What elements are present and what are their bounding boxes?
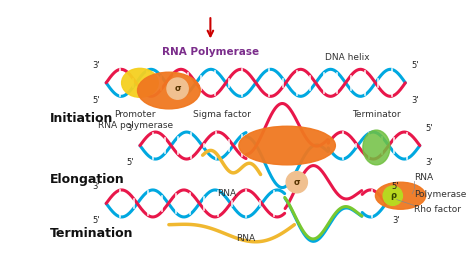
Text: 5': 5' <box>127 159 134 167</box>
Ellipse shape <box>239 126 336 165</box>
Ellipse shape <box>363 130 390 165</box>
Text: σ: σ <box>293 178 300 187</box>
Ellipse shape <box>383 186 402 205</box>
Text: RNA: RNA <box>414 173 433 182</box>
Text: RNA: RNA <box>237 234 255 243</box>
Ellipse shape <box>375 182 426 209</box>
Text: RNA Polymerase: RNA Polymerase <box>162 47 259 57</box>
Text: RNA: RNA <box>217 189 237 198</box>
Text: ρ: ρ <box>390 191 396 200</box>
Ellipse shape <box>122 68 158 97</box>
Text: Elongation: Elongation <box>50 173 125 186</box>
Text: Rho factor: Rho factor <box>414 205 461 214</box>
Text: 3': 3' <box>93 182 100 190</box>
Text: σ: σ <box>174 84 181 93</box>
Text: 5': 5' <box>392 182 399 190</box>
Text: Initiation: Initiation <box>50 112 114 125</box>
Text: Termination: Termination <box>50 227 134 240</box>
Ellipse shape <box>286 172 307 193</box>
Text: 5': 5' <box>411 61 419 70</box>
Text: 3': 3' <box>127 124 134 133</box>
Text: DNA helix: DNA helix <box>325 53 370 62</box>
Ellipse shape <box>167 78 188 99</box>
Text: Sigma factor: Sigma factor <box>193 110 251 119</box>
Text: 3': 3' <box>426 159 433 167</box>
Text: 5': 5' <box>93 96 100 105</box>
Ellipse shape <box>137 72 200 109</box>
Text: Promoter: Promoter <box>114 110 156 119</box>
Text: 3': 3' <box>93 61 100 70</box>
Text: Terminator: Terminator <box>352 110 401 119</box>
Text: Polymerase: Polymerase <box>414 190 466 199</box>
Text: RNA polymerase: RNA polymerase <box>98 121 173 130</box>
Text: 3': 3' <box>411 96 419 105</box>
Text: 3': 3' <box>392 216 400 225</box>
Text: 5': 5' <box>426 124 433 133</box>
Text: 5': 5' <box>93 216 100 225</box>
